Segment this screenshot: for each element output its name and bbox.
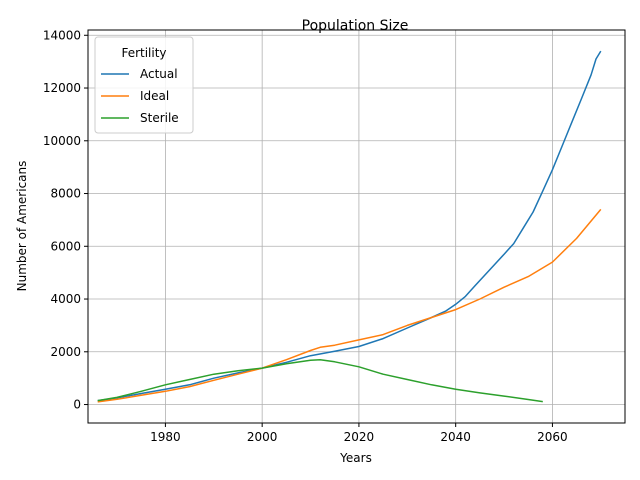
x-tick-label: 2000 [247, 430, 278, 444]
x-tick-label: 2040 [440, 430, 471, 444]
y-tick-label: 14000 [43, 28, 81, 42]
y-tick-label: 8000 [50, 187, 81, 201]
x-tick-label: 2020 [344, 430, 375, 444]
y-axis-ticks: 0 2000 4000 6000 8000 10000 12000 14000 [43, 28, 88, 412]
legend-label-sterile: Sterile [140, 111, 179, 125]
series-line-sterile [97, 358, 543, 403]
y-tick-label: 0 [73, 398, 81, 412]
x-axis-ticks: 1980 2000 2020 2040 2060 [150, 423, 568, 444]
plot-frame [87, 29, 626, 424]
legend-label-ideal: Ideal [140, 89, 169, 103]
y-tick-label: 2000 [50, 345, 81, 359]
x-tick-label: 1980 [150, 430, 181, 444]
y-axis-label: Number of Americans [15, 161, 29, 292]
y-tick-label: 4000 [50, 292, 81, 306]
chart-title: Population Size [302, 18, 409, 34]
legend: Fertility Actual Ideal Sterile [94, 36, 194, 134]
y-tick-label: 6000 [50, 239, 81, 253]
y-tick-label: 10000 [43, 134, 81, 148]
series-layer [97, 50, 602, 403]
legend-entries: Actual Ideal Sterile [101, 67, 179, 125]
x-axis-label: Years [339, 451, 372, 465]
y-tick-label: 12000 [43, 81, 81, 95]
legend-box [94, 36, 194, 134]
grid-lines [88, 30, 625, 423]
legend-title: Fertility [121, 46, 166, 60]
series-line-ideal [97, 208, 602, 403]
x-tick-label: 2060 [537, 430, 568, 444]
series-line-actual [97, 50, 602, 402]
legend-label-actual: Actual [140, 67, 178, 81]
